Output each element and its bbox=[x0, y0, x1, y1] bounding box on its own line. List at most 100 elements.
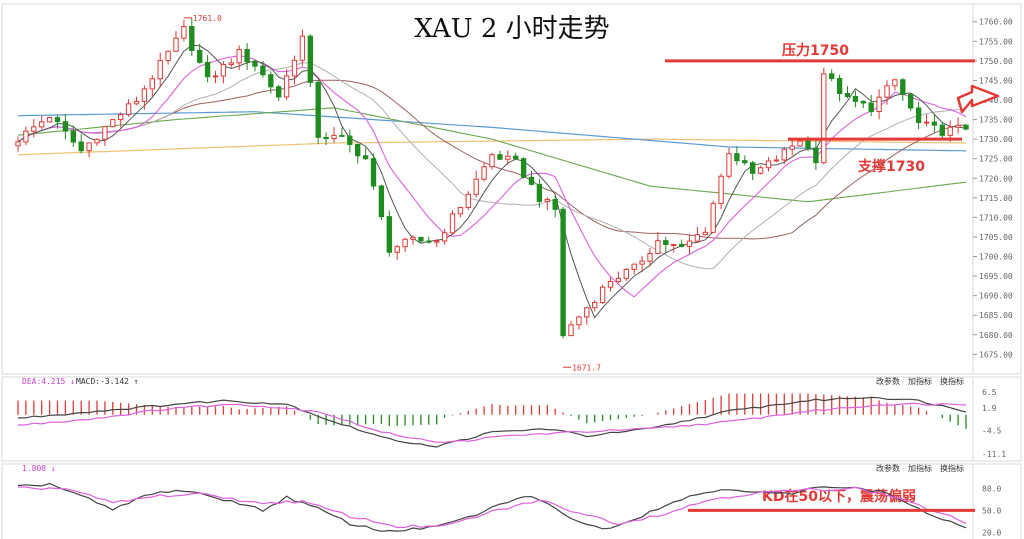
macd-dif-line bbox=[18, 396, 967, 448]
candle-body bbox=[434, 240, 440, 243]
y-tick-label: 1755.00 bbox=[979, 37, 1013, 46]
candle-body bbox=[576, 316, 582, 326]
candle-body bbox=[568, 324, 574, 337]
candle-body bbox=[323, 136, 329, 140]
candle-body bbox=[963, 124, 969, 130]
kd-y-tick-label: 20.0 bbox=[982, 528, 1001, 537]
kd-panel-button: 加指标 bbox=[908, 463, 932, 473]
macd-dea-line bbox=[17, 402, 967, 443]
candle-body bbox=[15, 141, 21, 147]
y-tick-label: 1710.00 bbox=[979, 213, 1013, 222]
candle-body bbox=[481, 166, 487, 180]
candle-body bbox=[592, 302, 598, 309]
candle-body bbox=[734, 153, 740, 162]
y-tick-label: 1735.00 bbox=[979, 116, 1013, 125]
candle-body bbox=[544, 199, 550, 202]
candle-body bbox=[671, 244, 677, 247]
candle-body bbox=[86, 142, 92, 152]
candle-body bbox=[378, 185, 385, 218]
candle-body bbox=[789, 145, 795, 150]
candle-body bbox=[781, 148, 787, 161]
macd-y-tick-label: 1.9 bbox=[982, 404, 997, 413]
kd-legend: 1.808 ↓ bbox=[22, 464, 56, 473]
candle-body bbox=[639, 260, 645, 265]
candle-body bbox=[315, 81, 321, 138]
candle-body bbox=[750, 162, 756, 174]
macd-y-tick-label: -11.1 bbox=[982, 450, 1006, 459]
candle-body bbox=[655, 240, 661, 255]
ma10-line bbox=[17, 55, 967, 298]
candle-body bbox=[212, 75, 219, 78]
candle-body bbox=[797, 140, 803, 147]
candle-body bbox=[813, 147, 819, 164]
candle-body bbox=[947, 126, 953, 136]
candle-body bbox=[402, 238, 408, 248]
candle-body bbox=[228, 62, 234, 65]
macd-panel-button: 加指标 bbox=[908, 376, 932, 386]
candle-body bbox=[283, 75, 290, 98]
candle-body bbox=[181, 26, 187, 39]
main-panel-frame bbox=[1, 3, 1022, 375]
candle-body bbox=[418, 236, 424, 242]
candle-body bbox=[339, 134, 345, 137]
candle-body bbox=[584, 307, 590, 318]
y-tick-label: 1715.00 bbox=[979, 194, 1013, 203]
candle-body bbox=[220, 63, 227, 77]
candle-body bbox=[410, 236, 416, 240]
y-tick-label: 1730.00 bbox=[979, 135, 1013, 144]
candle-body bbox=[718, 175, 724, 204]
candle-body bbox=[386, 216, 392, 253]
y-tick-label: 1695.00 bbox=[979, 272, 1013, 281]
y-tick-label: 1680.00 bbox=[979, 331, 1013, 340]
y-tick-label: 1720.00 bbox=[979, 174, 1013, 183]
candle-body bbox=[268, 74, 274, 88]
candle-body bbox=[394, 246, 400, 253]
candle-body bbox=[955, 124, 961, 128]
macd-y-tick-label: 6.5 bbox=[982, 388, 997, 397]
candle-body bbox=[513, 155, 519, 160]
candle-body bbox=[552, 199, 558, 210]
candle-body bbox=[252, 61, 258, 67]
candle-body bbox=[70, 130, 76, 143]
candle-body bbox=[702, 231, 708, 236]
candle-body bbox=[426, 240, 432, 243]
candle-body bbox=[520, 158, 527, 178]
candle-body bbox=[829, 73, 835, 79]
kd-d-line bbox=[18, 486, 967, 529]
high-marker-label: 1761.0 bbox=[193, 14, 222, 23]
candle-body bbox=[276, 86, 282, 98]
candle-body bbox=[615, 277, 622, 282]
candle-body bbox=[118, 114, 124, 121]
candle-body bbox=[647, 253, 653, 262]
candle-body bbox=[197, 49, 203, 63]
candle-body bbox=[844, 93, 851, 97]
chart-title: XAU 2 小时走势 bbox=[414, 14, 610, 44]
candle-body bbox=[631, 263, 637, 270]
candle-body bbox=[149, 78, 155, 90]
candle-body bbox=[852, 95, 859, 102]
kd-panel-button: 换指标 bbox=[940, 463, 964, 473]
candle-body bbox=[805, 140, 811, 149]
candle-body bbox=[505, 155, 511, 160]
ma60-line bbox=[17, 107, 967, 203]
y-tick-label: 1750.00 bbox=[979, 57, 1013, 66]
candle-body bbox=[757, 167, 764, 174]
candle-body bbox=[94, 138, 100, 144]
candle-body bbox=[900, 79, 906, 95]
candle-body bbox=[678, 244, 685, 247]
candle-body bbox=[742, 160, 748, 164]
candle-body bbox=[125, 103, 132, 116]
y-tick-label: 1690.00 bbox=[979, 292, 1013, 301]
candle-body bbox=[876, 96, 882, 113]
candle-body bbox=[892, 79, 898, 87]
candle-body bbox=[489, 154, 495, 168]
macd-panel-frame bbox=[1, 376, 1022, 462]
candle-body bbox=[362, 155, 369, 160]
candle-body bbox=[31, 126, 37, 132]
kd-panel-button: 改参数 bbox=[876, 463, 900, 473]
candle-body bbox=[686, 240, 693, 247]
low-marker-label: 1671.7 bbox=[572, 363, 601, 372]
direction-arrow-icon bbox=[956, 84, 1000, 114]
y-tick-label: 1705.00 bbox=[979, 233, 1013, 242]
